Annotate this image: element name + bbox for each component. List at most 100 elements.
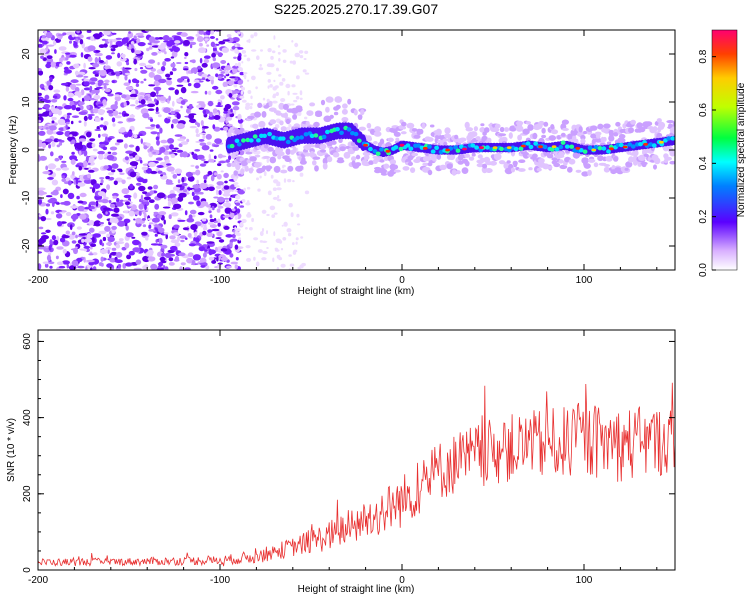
noise-blob xyxy=(38,125,44,130)
noise-blob xyxy=(172,100,175,107)
spectrogram-y-label: Frequency (Hz) xyxy=(8,116,19,185)
ridge-halo xyxy=(527,124,534,131)
ridge-halo xyxy=(319,143,327,150)
noise-blob xyxy=(83,238,93,243)
ridge-peak xyxy=(601,146,607,151)
noise-blob xyxy=(99,177,105,180)
ridge-halo xyxy=(480,157,485,163)
noise-blob xyxy=(43,104,51,109)
noise-blob xyxy=(38,251,43,254)
y-tick-label: 0 xyxy=(22,567,33,573)
faint-blob xyxy=(297,266,302,270)
ridge-halo xyxy=(240,168,245,175)
noise-blob xyxy=(109,257,117,263)
ridge-halo xyxy=(532,132,538,140)
noise-blob xyxy=(93,183,101,190)
noise-blob xyxy=(86,105,90,110)
noise-blob xyxy=(167,116,172,119)
noise-blob xyxy=(181,176,185,183)
noise-blob xyxy=(236,208,241,214)
noise-blob xyxy=(94,57,99,64)
noise-blob xyxy=(100,117,104,121)
noise-blob xyxy=(78,111,88,115)
noise-blob xyxy=(46,55,53,59)
ridge-halo xyxy=(454,134,459,140)
ridge-halo xyxy=(245,151,253,155)
noise-blob xyxy=(98,262,103,267)
ridge-halo xyxy=(343,151,351,159)
y-tick-label: 600 xyxy=(22,333,33,350)
noise-blob xyxy=(201,158,206,162)
noise-blob xyxy=(136,105,144,108)
ridge-halo xyxy=(262,155,271,159)
noise-blob xyxy=(217,196,225,203)
ridge-halo xyxy=(561,127,569,131)
noise-blob xyxy=(208,256,215,261)
ridge-halo xyxy=(332,152,340,158)
ridge-halo xyxy=(325,106,330,113)
faint-blob xyxy=(234,189,238,192)
faint-blob xyxy=(245,202,251,206)
ridge-halo xyxy=(283,112,288,119)
faint-blob xyxy=(253,256,256,261)
noise-blob xyxy=(77,71,86,76)
noise-blob xyxy=(170,56,175,59)
noise-blob xyxy=(217,264,222,269)
x-tick-label: 100 xyxy=(576,575,593,586)
ridge-halo xyxy=(379,138,385,145)
noise-blob xyxy=(92,33,101,39)
noise-blob xyxy=(133,192,138,199)
faint-blob xyxy=(287,90,290,96)
ridge-halo xyxy=(594,137,603,143)
ridge-halo xyxy=(567,166,573,173)
faint-blob xyxy=(299,97,303,101)
noise-blob xyxy=(128,144,135,148)
faint-blob xyxy=(251,49,257,52)
noise-blob xyxy=(118,128,126,133)
noise-blob xyxy=(77,265,85,269)
noise-blob xyxy=(89,85,93,91)
faint-blob xyxy=(258,67,264,71)
faint-blob xyxy=(267,79,271,83)
noise-blob xyxy=(171,67,177,72)
ridge-halo xyxy=(638,154,646,161)
faint-blob xyxy=(281,78,286,82)
faint-blob xyxy=(303,58,307,60)
noise-blob xyxy=(160,139,168,144)
ridge-peak xyxy=(405,143,411,148)
noise-blob xyxy=(148,46,153,50)
faint-blob xyxy=(273,35,276,40)
noise-blob xyxy=(95,50,101,53)
noise-blob xyxy=(45,203,51,207)
ridge-halo xyxy=(532,153,538,159)
noise-blob xyxy=(51,179,59,186)
ridge-halo xyxy=(287,165,294,172)
ridge-halo xyxy=(363,155,370,160)
noise-blob xyxy=(173,147,179,150)
ridge-halo xyxy=(334,96,343,103)
noise-blob xyxy=(184,210,188,216)
noise-blob xyxy=(211,205,215,209)
ridge-halo xyxy=(393,169,401,173)
ridge-halo xyxy=(459,137,467,142)
noise-blob xyxy=(148,71,155,78)
noise-blob xyxy=(101,34,105,37)
ridge-halo xyxy=(314,165,319,172)
noise-blob xyxy=(127,130,133,138)
ridge-halo xyxy=(249,156,257,162)
noise-blob xyxy=(153,184,159,190)
ridge-halo xyxy=(421,122,426,129)
ridge-halo xyxy=(248,167,254,172)
noise-blob xyxy=(107,236,115,243)
noise-blob xyxy=(231,208,236,212)
noise-blob xyxy=(84,207,89,210)
ridge-halo xyxy=(373,131,382,137)
noise-blob xyxy=(139,96,143,99)
faint-blob xyxy=(273,179,279,184)
faint-blob xyxy=(266,158,270,164)
ridge-peak xyxy=(554,147,560,152)
noise-blob xyxy=(226,34,232,38)
noise-blob xyxy=(199,182,208,189)
noise-blob xyxy=(170,212,179,217)
noise-blob xyxy=(49,239,53,245)
